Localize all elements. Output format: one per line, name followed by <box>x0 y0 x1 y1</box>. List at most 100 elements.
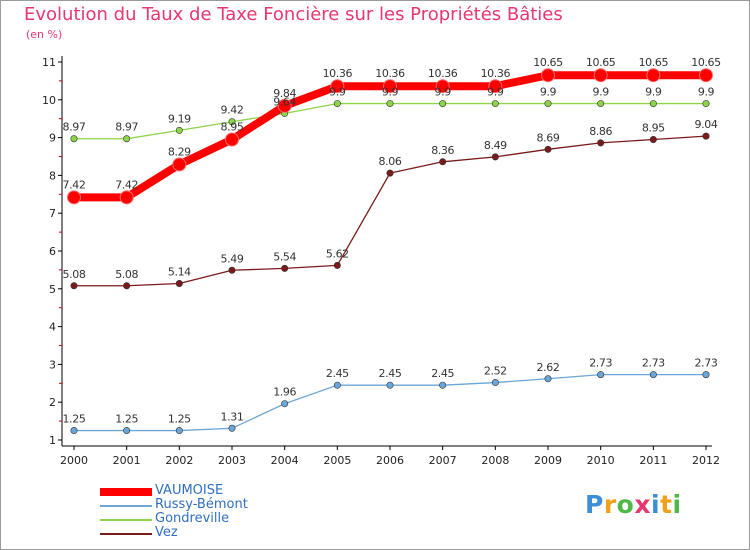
data-point-russy-b-mont <box>70 427 78 435</box>
data-label-vaumoise: 7.42 <box>115 178 138 191</box>
legend-label-gondreville: Gondreville <box>155 511 230 526</box>
data-label-russy-b-mont: 2.73 <box>695 357 718 370</box>
data-point-vez <box>649 135 657 143</box>
data-point-gondreville <box>597 100 605 108</box>
data-label-gondreville: 8.97 <box>115 121 138 134</box>
data-label-vaumoise: 10.65 <box>639 56 669 69</box>
legend-swatch-russy-b-mont <box>100 505 152 507</box>
data-point-vez <box>386 169 394 177</box>
data-point-vaumoise <box>646 68 661 83</box>
data-point-gondreville <box>491 100 499 108</box>
data-point-gondreville <box>228 118 236 126</box>
x-tick-label: 2003 <box>218 454 246 467</box>
data-point-vez <box>333 261 341 269</box>
y-tick-label: 5 <box>49 283 56 296</box>
y-axis-unit-label: (en %) <box>26 28 63 41</box>
legend-swatch-vez <box>100 533 152 535</box>
x-tick-label: 2010 <box>587 454 615 467</box>
data-label-vaumoise: 9.84 <box>273 87 296 100</box>
legend-label-vaumoise: VAUMOISE <box>155 483 224 498</box>
data-label-russy-b-mont: 1.31 <box>221 410 244 423</box>
data-label-vez: 5.54 <box>273 250 296 263</box>
data-label-russy-b-mont: 2.73 <box>642 357 665 370</box>
data-point-russy-b-mont <box>439 381 447 389</box>
x-tick-label: 2000 <box>60 454 88 467</box>
data-point-vaumoise <box>541 68 555 83</box>
data-label-vaumoise: 10.36 <box>375 67 405 80</box>
data-point-gondreville <box>649 100 657 108</box>
x-tick-label: 2001 <box>113 454 141 467</box>
data-point-gondreville <box>175 126 183 134</box>
data-label-russy-b-mont: 1.25 <box>63 413 86 426</box>
data-labels: 5.08 5.08 5.14 5.49 5.54 5.62 8.06 8.36 8.49 8.69… <box>63 56 722 425</box>
data-point-vaumoise <box>383 79 397 94</box>
data-point-vez <box>702 132 710 140</box>
data-point-vaumoise <box>593 68 608 83</box>
legend-label-vez: Vez <box>155 525 178 540</box>
data-point-gondreville <box>123 135 131 143</box>
proxiti-logo-letter: i <box>672 490 682 519</box>
data-label-russy-b-mont: 2.45 <box>379 367 402 380</box>
data-label-gondreville: 9.9 <box>382 86 399 99</box>
data-point-gondreville <box>70 135 78 143</box>
data-label-gondreville: 8.97 <box>63 121 86 134</box>
proxiti-logo-letter: i <box>651 490 661 519</box>
proxiti-logo: Proxiti <box>585 490 682 519</box>
data-point-russy-b-mont <box>544 375 552 383</box>
proxiti-logo-letter: r <box>603 490 617 519</box>
data-label-vez: 5.49 <box>221 252 244 265</box>
data-label-vez: 8.69 <box>537 131 560 144</box>
data-point-gondreville <box>439 100 447 108</box>
data-label-vez: 8.06 <box>379 155 402 168</box>
x-tick-label: 2007 <box>429 454 457 467</box>
data-label-vaumoise: 10.65 <box>533 56 563 69</box>
data-label-vez: 5.14 <box>168 266 191 279</box>
proxiti-logo-letter: o <box>616 490 635 519</box>
data-label-russy-b-mont: 2.62 <box>537 361 560 374</box>
data-point-vaumoise <box>225 132 239 147</box>
data-point-russy-b-mont <box>175 427 183 435</box>
data-point-vaumoise <box>67 190 81 205</box>
data-label-vaumoise: 8.95 <box>221 120 244 133</box>
legend-swatch-gondreville <box>100 519 152 521</box>
data-point-vez <box>439 158 447 166</box>
data-label-vez: 8.36 <box>431 144 454 157</box>
data-point-gondreville <box>702 100 710 108</box>
data-label-russy-b-mont: 1.96 <box>273 386 296 399</box>
axes: 1 2 3 4 5 6 7 8 9 10 11 2000 2001 2002 2003 2004 2005 200… <box>42 56 720 467</box>
data-label-vaumoise: 7.42 <box>63 178 86 191</box>
x-tick-label: 2011 <box>639 454 667 467</box>
legend-swatch-vaumoise <box>100 488 152 496</box>
data-point-russy-b-mont <box>281 400 289 408</box>
proxiti-logo-letter: t <box>660 490 673 519</box>
data-point-vaumoise <box>699 68 713 83</box>
data-label-gondreville: 9.9 <box>487 86 504 99</box>
data-point-vez <box>281 264 289 272</box>
data-label-vez: 5.08 <box>115 268 138 281</box>
x-tick-label: 2005 <box>323 454 351 467</box>
data-point-russy-b-mont <box>333 381 341 389</box>
x-tick-label: 2012 <box>692 454 720 467</box>
data-point-russy-b-mont <box>386 381 394 389</box>
data-label-vaumoise: 10.36 <box>428 67 458 80</box>
y-tick-label: 6 <box>49 245 56 258</box>
data-point-vez <box>123 282 131 290</box>
data-label-gondreville: 9.9 <box>645 86 662 99</box>
y-tick-label: 11 <box>42 56 56 69</box>
data-point-russy-b-mont <box>597 371 605 379</box>
data-label-gondreville: 9.9 <box>698 86 715 99</box>
data-point-vaumoise <box>488 79 503 94</box>
data-point-vez <box>70 282 78 290</box>
data-label-gondreville: 9.42 <box>221 104 244 117</box>
chart-title: Evolution du Taux de Taxe Foncière sur l… <box>24 4 563 25</box>
data-label-russy-b-mont: 2.45 <box>431 367 454 380</box>
data-point-gondreville <box>544 100 552 108</box>
data-point-vez <box>228 266 236 274</box>
data-label-vez: 5.08 <box>63 268 86 281</box>
x-tick-label: 2006 <box>376 454 404 467</box>
series-layer <box>67 68 713 435</box>
data-point-russy-b-mont <box>228 424 236 432</box>
data-point-vez <box>175 280 183 288</box>
data-point-gondreville <box>333 100 341 108</box>
